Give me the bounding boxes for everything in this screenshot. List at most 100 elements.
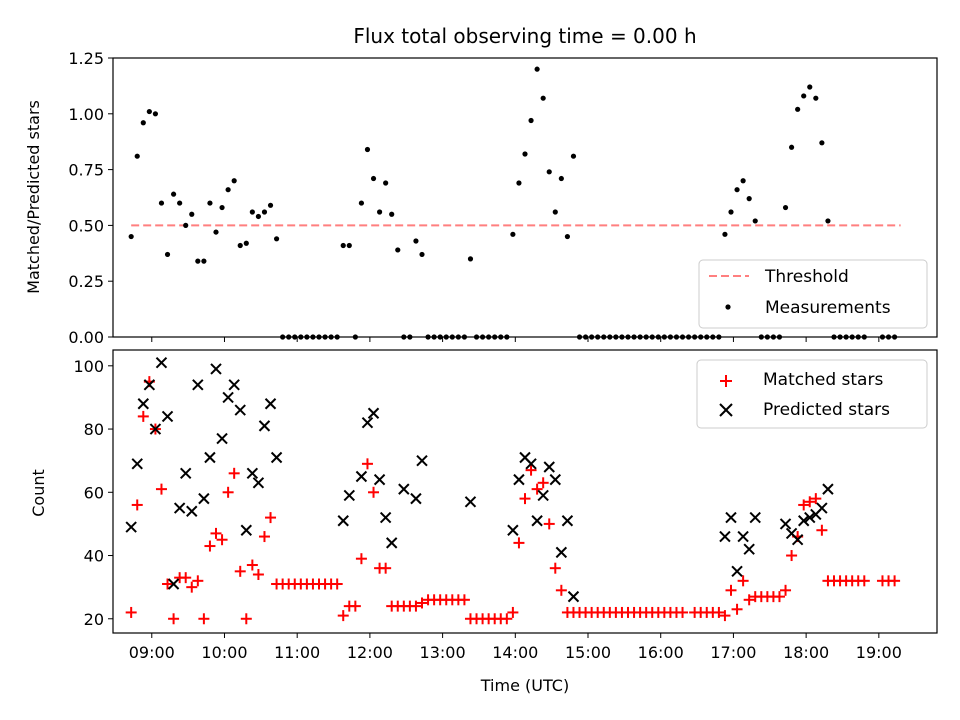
- matched-star-point: [180, 572, 192, 584]
- matched-star-point: [162, 578, 174, 590]
- matched-star-point: [204, 540, 216, 552]
- predicted-star-point: [822, 483, 834, 495]
- bottom-y-tick-label: 100: [73, 357, 104, 376]
- matched-star-point: [380, 562, 392, 574]
- predicted-star-point: [252, 477, 265, 489]
- predicted-star-point: [216, 432, 228, 445]
- predicted-star-point: [537, 489, 549, 502]
- matched-star-point: [555, 584, 567, 596]
- measurement-point: [722, 231, 728, 237]
- predicted-star-point: [731, 565, 743, 578]
- measurement-point: [170, 191, 177, 197]
- predicted-star-point: [543, 461, 555, 473]
- top-axes: 0.00 0.25 0.50 0.75 1.00 1.25: [68, 49, 880, 347]
- predicted-star-point: [743, 543, 755, 555]
- measurement-point: [183, 222, 189, 228]
- measurement-point: [164, 251, 171, 258]
- predicted-star-point: [531, 515, 543, 527]
- matched-star-point: [743, 594, 755, 606]
- predicted-star-point: [192, 379, 204, 391]
- predicted-star-point: [797, 515, 810, 527]
- matched-star-point: [773, 591, 785, 603]
- matched-star-point: [198, 613, 210, 625]
- legend-measurements-swatch: [725, 304, 731, 310]
- measurement-point: [134, 153, 140, 159]
- matched-star-point: [519, 493, 531, 505]
- top-legend: Threshold Measurements: [698, 259, 928, 329]
- measurement-point: [546, 169, 552, 175]
- predicted-star-point: [361, 417, 374, 429]
- predicted-star-point: [385, 537, 398, 549]
- matched-star-point: [798, 499, 810, 511]
- matched-star-point: [246, 559, 258, 571]
- measurement-point: [255, 213, 262, 220]
- predicted-star-point: [137, 398, 150, 410]
- measurement-point: [207, 200, 213, 206]
- x-tick-label: 17:00: [710, 643, 756, 662]
- matched-star-point: [549, 562, 561, 574]
- predicted-star-point: [240, 524, 253, 536]
- legend-predicted-label: Predicted stars: [763, 400, 890, 420]
- predicted-star-point: [149, 423, 162, 435]
- bottom-legend-box: [696, 359, 928, 429]
- matched-star-point: [458, 594, 470, 606]
- predicted-star-point: [555, 546, 568, 559]
- matched-star-point: [719, 610, 731, 622]
- matched-star-point: [677, 606, 689, 618]
- matched-star-point: [258, 531, 270, 543]
- top-legend-box: [698, 259, 928, 329]
- matched-star-point: [131, 499, 143, 511]
- legend-predicted-swatch: [719, 403, 733, 417]
- predicted-star-point: [167, 578, 180, 590]
- matched-star-point: [543, 518, 555, 530]
- top-y-tick-label: 0.75: [68, 161, 104, 180]
- measurement-point: [552, 209, 558, 215]
- measurement-point: [383, 180, 389, 186]
- predicted-star-point: [567, 590, 580, 603]
- matched-star-point: [525, 464, 537, 476]
- measurement-point: [752, 218, 758, 224]
- measurement-point: [219, 204, 225, 211]
- predicted-star-point: [779, 518, 792, 530]
- matched-star-point: [337, 610, 349, 622]
- predicted-star-point: [355, 470, 368, 483]
- measurement-point: [510, 231, 516, 237]
- measurement-point: [825, 218, 831, 224]
- legend-threshold-label: Threshold: [764, 267, 849, 287]
- matched-star-point: [858, 575, 870, 587]
- x-tick-label: 14:00: [492, 643, 538, 662]
- measurement-point: [564, 233, 571, 240]
- matched-star-point: [137, 410, 149, 422]
- measurement-point: [158, 200, 165, 206]
- predicted-star-point: [270, 451, 283, 464]
- matched-star-point: [192, 575, 204, 587]
- bottom-plot-area: [125, 356, 901, 625]
- matched-star-point: [222, 486, 234, 498]
- measurement-point: [728, 209, 734, 215]
- x-tick-label: 19:00: [856, 643, 902, 662]
- measurement-point: [213, 229, 219, 235]
- measurement-point: [243, 240, 249, 246]
- predicted-star-point: [367, 407, 380, 419]
- measurement-point: [195, 258, 201, 264]
- measurement-point: [201, 258, 207, 264]
- x-tick-label: 09:00: [129, 643, 175, 662]
- predicted-star-point: [337, 515, 349, 527]
- measurement-point: [528, 117, 534, 124]
- legend-measurements-label: Measurements: [765, 298, 891, 318]
- measurement-point: [788, 144, 795, 150]
- predicted-star-point: [246, 467, 259, 480]
- predicted-star-point: [561, 515, 574, 527]
- matched-star-point: [349, 600, 361, 612]
- top-y-tick-label: 0.25: [68, 272, 104, 291]
- measurement-point: [395, 247, 401, 253]
- predicted-star-point: [737, 530, 749, 543]
- top-y-tick-label: 0.50: [68, 216, 104, 235]
- matched-star-point: [234, 565, 246, 577]
- matched-star-point: [780, 584, 792, 596]
- matched-star-point: [265, 512, 277, 524]
- matched-star-point: [501, 613, 513, 625]
- predicted-star-point: [816, 502, 828, 514]
- predicted-star-point: [204, 451, 216, 464]
